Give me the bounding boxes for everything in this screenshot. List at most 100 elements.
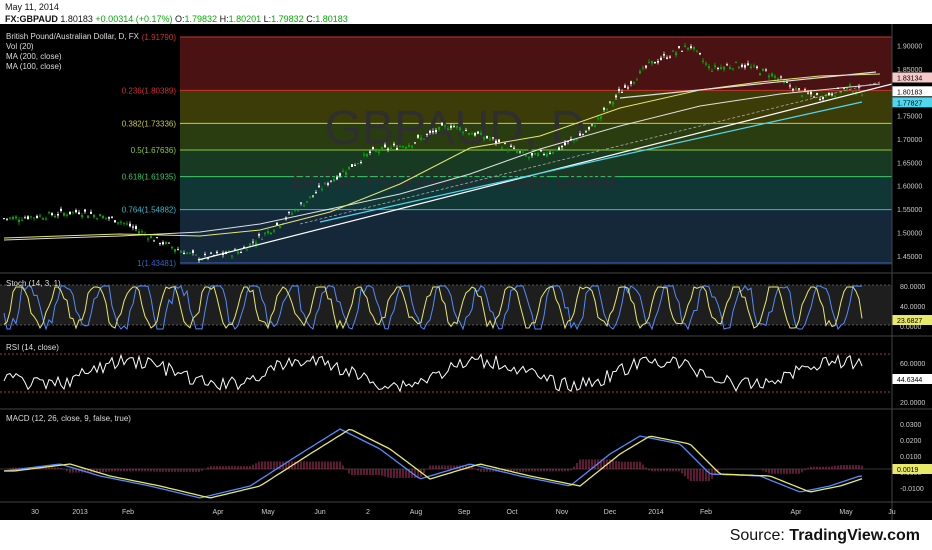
candle-body: [693, 47, 695, 50]
chart-area[interactable]: (1.91790) 0.236(1.80389) 0.382(1.73336) 0.5…: [0, 24, 932, 520]
trendline-cyan[interactable]: [319, 101, 863, 223]
candle-body: [552, 152, 554, 154]
candle-body: [273, 230, 275, 232]
candle-body: [597, 118, 599, 120]
candle-body: [666, 57, 668, 59]
candle-body: [189, 252, 191, 254]
candle-body: [687, 47, 689, 50]
close-value: 1.80183: [315, 14, 348, 24]
rsi-marker: 44.6344: [897, 377, 922, 384]
candle-body: [594, 125, 596, 128]
candle-body: [486, 135, 488, 139]
candle-body: [384, 144, 386, 148]
candle-body: [426, 133, 428, 135]
candle-body: [75, 210, 77, 213]
candle-body: [798, 88, 800, 90]
candle-body: [60, 208, 62, 211]
candle-body: [669, 56, 671, 58]
candle-body: [849, 84, 851, 87]
time-axis-label: Aug: [410, 509, 423, 516]
candle-body: [702, 60, 704, 62]
candle-body: [720, 67, 722, 70]
candle-body: [678, 46, 680, 48]
candle-body: [174, 249, 176, 252]
candle-body: [468, 132, 470, 136]
stoch-d-line: [3, 286, 863, 330]
candle-body: [744, 65, 746, 68]
rsi-title: RSI (14, close): [6, 343, 59, 352]
ma-200-line: [3, 83, 881, 241]
candle-body: [405, 146, 407, 149]
candle-body: [159, 243, 161, 245]
candle-body: [696, 50, 698, 52]
rsi-marker-box: [892, 374, 932, 384]
trendline-dashed[interactable]: [299, 81, 881, 225]
candle-body: [543, 153, 545, 155]
watermark-symbol: GBPAUD, D: [325, 102, 585, 155]
candle-body: [726, 64, 728, 66]
time-axis[interactable]: 30 2013 Feb Apr May Jun 2 Aug Sep Oct Nov Dec 2014 Fe…: [31, 509, 896, 516]
candle-body: [420, 137, 422, 140]
candle-body: [489, 138, 491, 140]
rsi-line: [3, 353, 863, 393]
source-brand: TradingView.com: [789, 527, 920, 544]
fib-lines: [180, 36, 892, 264]
time-axis-label: Sep: [458, 509, 471, 516]
fib-labels: (1.91790) 0.236(1.80389) 0.382(1.73336) 0.5…: [122, 33, 177, 268]
stoch-pane[interactable]: Stoch (14, 3, 1) 80.0000 40.0000 0.0000 …: [0, 279, 932, 331]
high-label: H:: [219, 14, 229, 24]
candle-body: [6, 218, 8, 220]
candle-body: [813, 96, 815, 98]
macd-axis-4: -0.0100: [900, 486, 924, 493]
candle-body: [408, 144, 410, 148]
time-axis-label: 2013: [72, 509, 88, 516]
time-axis-label: May: [261, 509, 275, 516]
candle-body: [438, 126, 440, 130]
candle-body: [480, 132, 482, 136]
candle-body: [369, 151, 371, 153]
candle-body: [633, 81, 635, 84]
candle-body: [186, 252, 188, 254]
candle-body: [234, 249, 236, 251]
candle-body: [663, 54, 665, 56]
price-axis-label: 1.50000: [897, 231, 922, 238]
candle-body: [747, 63, 749, 66]
source-prefix: Source:: [729, 527, 790, 544]
fib-label: 0.618(1.61935): [122, 173, 177, 182]
candle-body: [729, 67, 731, 69]
candle-body: [585, 131, 587, 133]
candle-body: [120, 221, 122, 223]
candle-body: [210, 252, 212, 254]
macd-pane[interactable]: MACD (12, 26, close, 9, false, true) 0.0…: [0, 414, 932, 499]
close-label: C:: [306, 14, 316, 24]
fib-label: 1(1.43481): [137, 259, 176, 268]
price-axis-label: 1.90000: [897, 43, 922, 50]
candle-body: [603, 107, 605, 110]
candle-body: [459, 127, 461, 131]
price-marker-box: [892, 72, 932, 83]
candle-body: [141, 231, 143, 233]
candle-body: [168, 242, 170, 244]
time-axis-label: 30: [31, 509, 39, 516]
candle-body: [429, 130, 431, 133]
candle-body: [267, 230, 269, 233]
candle-body: [534, 152, 536, 155]
candle-body: [372, 146, 374, 150]
candle-body: [258, 234, 260, 236]
rsi-pane[interactable]: RSI (14, close) 60.0000 20.0000 44.6344: [0, 343, 932, 407]
candle-body: [21, 219, 23, 221]
last-price: 1.80183: [60, 14, 93, 24]
candle-body: [525, 154, 527, 157]
ma-100-line: [3, 73, 881, 239]
trendline-upper[interactable]: [619, 71, 877, 99]
candle-body: [297, 210, 299, 212]
candle-body: [735, 61, 737, 63]
chart-canvas[interactable]: (1.91790) 0.236(1.80389) 0.382(1.73336) 0.5…: [0, 24, 932, 520]
candle-body: [387, 148, 389, 150]
candle-body: [288, 212, 290, 214]
candle-body: [684, 45, 686, 48]
macd-axis-2: 0.0100: [900, 454, 922, 461]
candle-body: [516, 151, 518, 153]
price-axis-label: 1.45000: [897, 254, 922, 261]
main-pane[interactable]: (1.91790) 0.236(1.80389) 0.382(1.73336) 0.5…: [3, 32, 932, 268]
